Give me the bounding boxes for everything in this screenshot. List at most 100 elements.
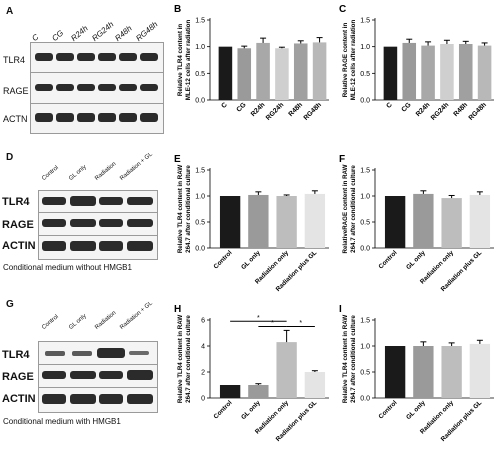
y-axis-label: Relative TLR4 content in (177, 24, 184, 96)
band-label: ACTIN (2, 240, 36, 252)
chart-b: B Relative TLR4 content in MLE-12 cells af… (170, 0, 335, 150)
bar (256, 42, 270, 100)
x-tick-label: R48h (452, 101, 469, 118)
bar (477, 45, 492, 100)
blot-caption: Conditional medium with HMGB1 (3, 417, 121, 426)
bar-chart-c: C Relative RAGE content in MLE-12 cells af… (339, 4, 494, 122)
blot-image (30, 42, 164, 134)
lane-label: R48h (113, 23, 134, 43)
y-tick-label: 1.0 (360, 44, 370, 51)
lane-label: RG48h (134, 19, 160, 43)
bar (441, 346, 462, 398)
x-tick-label: R24h (250, 101, 267, 118)
y-tick-label: 0.0 (360, 396, 370, 403)
western-blot-bands (31, 53, 163, 122)
blot-panel-a: A C CG R24h RG24h R48h RG48h TLR4 RAGE A… (0, 0, 165, 150)
x-tick-label: GL only (240, 399, 262, 421)
y-tick-label: 1.0 (360, 194, 370, 201)
band-label: RAGE (3, 86, 29, 96)
y-tick-label: 0.0 (360, 246, 370, 253)
y-axis-label: Relative TLR4 content in RAW (177, 165, 184, 254)
bar (248, 385, 269, 398)
x-tick-label: R24h (415, 101, 432, 118)
y-tick-label: 0.5 (360, 220, 370, 227)
bar (469, 343, 491, 398)
x-tick-label: Control (213, 249, 234, 270)
band-label: ACTN (3, 114, 28, 124)
panel-label: H (174, 304, 181, 315)
bar (276, 196, 297, 248)
lane-label: RG24h (90, 19, 116, 43)
x-tick-label: GL only (240, 249, 262, 271)
y-axis-label: 264.7 after conditional culture (350, 165, 357, 253)
significance-star: * (299, 320, 302, 327)
lane-label: Control (41, 164, 60, 182)
bar (293, 43, 308, 100)
bar (304, 193, 326, 248)
lane-label: R24h (69, 23, 90, 43)
bar (218, 46, 233, 100)
y-tick-label: 0.0 (360, 98, 370, 105)
panel-label-g: G (6, 299, 14, 310)
lane-label: Radiation (94, 310, 118, 331)
band-label: RAGE (2, 219, 34, 231)
y-axis-label: 264.7 after conditional culture (185, 165, 192, 253)
lane-label: Radiation + GL (119, 151, 154, 182)
y-tick-label: 1.5 (360, 318, 370, 325)
bar (312, 42, 327, 100)
bar (440, 44, 454, 100)
western-blot-bands (39, 196, 157, 251)
y-tick-label: 0.5 (195, 220, 205, 227)
panel-label: C (339, 4, 346, 15)
y-tick-label: 6 (201, 318, 205, 325)
y-tick-label: 4 (201, 344, 205, 351)
panel-label-d: D (6, 152, 14, 163)
bar (441, 198, 462, 248)
lane-label: Radiation (94, 161, 118, 182)
x-tick-label: CG (400, 101, 412, 113)
bar (219, 385, 241, 398)
x-tick-label: R48h (287, 101, 304, 118)
x-tick-label: CG (235, 101, 247, 113)
bar (304, 372, 326, 398)
x-tick-label: C (385, 101, 393, 109)
y-tick-label: 0.5 (360, 71, 370, 78)
blot-image (38, 341, 158, 413)
bar (384, 196, 406, 248)
band-label: TLR4 (2, 349, 30, 361)
y-axis-label: Relative TLR4 content in RAW (342, 315, 349, 404)
y-axis-label: Relative RAGE content in (342, 22, 349, 97)
blot-panel-d: D Control GL only Radiation Radiation + … (0, 150, 165, 290)
y-tick-label: 1.5 (195, 168, 205, 175)
x-tick-label: Control (378, 399, 399, 420)
y-tick-label: 0.0 (195, 98, 205, 105)
panel-label: B (174, 4, 181, 15)
bar-chart-b: B Relative TLR4 content in MLE-12 cells af… (174, 4, 329, 122)
lane-label: CG (50, 28, 66, 43)
bar (413, 193, 434, 248)
y-tick-label: 1.0 (360, 344, 370, 351)
western-blot-bands (39, 348, 157, 404)
y-tick-label: 0.0 (195, 246, 205, 253)
lane-label: GL only (68, 313, 88, 331)
bar (276, 342, 297, 398)
band-label: TLR4 (2, 196, 30, 208)
band-label: RAGE (2, 371, 34, 383)
x-tick-label: C (220, 101, 228, 109)
y-axis-label: MLE-12 cells after radiation (185, 20, 192, 101)
chart-f: F RelativeRAGE content in RAW 264.7 after … (335, 150, 500, 300)
lane-label: GL only (68, 164, 88, 182)
bar (275, 48, 289, 100)
bar (384, 346, 406, 398)
x-tick-label: Control (378, 249, 399, 270)
x-tick-label: RG24h (430, 101, 450, 121)
panel-label-a: A (6, 6, 14, 17)
x-tick-label: Control (213, 399, 234, 420)
panel-label: F (339, 154, 345, 165)
lane-label: Radiation + GL (119, 300, 154, 331)
band-label: TLR4 (3, 55, 26, 65)
chart-i: I Relative TLR4 content in RAW 264.7 after… (335, 300, 500, 461)
